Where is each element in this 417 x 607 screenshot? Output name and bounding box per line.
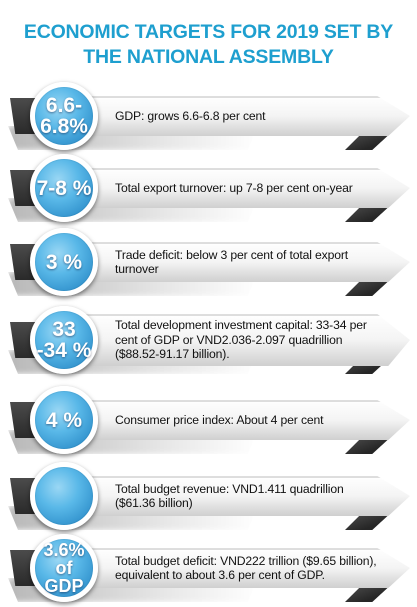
value-badge bbox=[30, 462, 98, 530]
value-badge: 4 % bbox=[30, 386, 98, 454]
target-row-export: 7-8 % Total export turnover: up 7-8 per … bbox=[0, 152, 417, 224]
value-badge: 6.6- 6.8% bbox=[30, 82, 98, 150]
ribbon-banner bbox=[48, 168, 410, 208]
value-badge: 3 % bbox=[30, 228, 98, 296]
target-description: Total export turnover: up 7-8 per cent o… bbox=[115, 180, 353, 195]
title-line-1: ECONOMIC TARGETS FOR 2019 SET BY bbox=[23, 21, 394, 43]
title-line-2: THE NATIONAL ASSEMBLY bbox=[83, 46, 334, 68]
target-row-budget-deficit: 3.6% of GDP Total budget deficit: VND222… bbox=[0, 532, 417, 604]
target-row-gdp: 6.6- 6.8% GDP: grows 6.6-6.8 per cent bbox=[0, 80, 417, 152]
value-badge: 3.6% of GDP bbox=[30, 534, 98, 602]
target-row-budget-revenue: Total budget revenue: VND1.411 quadrilli… bbox=[0, 460, 417, 532]
target-description: Total budget deficit: VND222 trillion ($… bbox=[115, 553, 377, 583]
target-description: Total development investment capital: 33… bbox=[115, 318, 367, 362]
ribbon-banner bbox=[48, 242, 410, 282]
ribbon-banner bbox=[48, 96, 410, 136]
target-row-investment: 33 -34 % Total development investment ca… bbox=[0, 304, 417, 376]
ribbon-banner bbox=[48, 400, 410, 440]
infographic-title: ECONOMIC TARGETS FOR 2019 SET BY THE NAT… bbox=[0, 20, 417, 70]
target-row-cpi: 4 % Consumer price index: About 4 per ce… bbox=[0, 384, 417, 456]
ribbon-banner bbox=[48, 314, 410, 366]
value-badge: 7-8 % bbox=[30, 154, 98, 222]
target-description: Consumer price index: About 4 per cent bbox=[115, 412, 324, 427]
target-description: Trade deficit: below 3 per cent of total… bbox=[115, 247, 348, 277]
target-row-trade-deficit: 3 % Trade deficit: below 3 per cent of t… bbox=[0, 226, 417, 298]
target-description: Total budget revenue: VND1.411 quadrilli… bbox=[115, 481, 344, 511]
ribbon-banner bbox=[48, 548, 410, 588]
value-badge: 33 -34 % bbox=[30, 306, 98, 374]
target-description: GDP: grows 6.6-6.8 per cent bbox=[115, 108, 266, 123]
ribbon-banner bbox=[48, 476, 410, 516]
